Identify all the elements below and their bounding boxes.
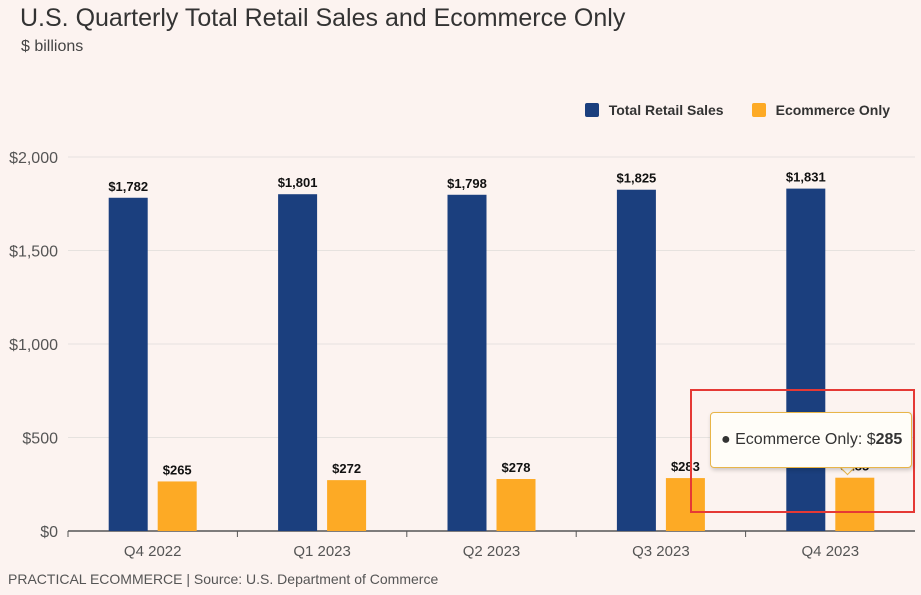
chart-footer: PRACTICAL ECOMMERCE | Source: U.S. Depar… bbox=[8, 571, 439, 587]
bar-total-retail bbox=[786, 188, 826, 531]
chart-title: U.S. Quarterly Total Retail Sales and Ec… bbox=[20, 4, 626, 32]
tooltip: ● Ecommerce Only: $285 bbox=[710, 412, 912, 468]
chart-legend: Total Retail Sales Ecommerce Only bbox=[557, 102, 890, 118]
x-tick-label: Q4 2022 bbox=[124, 543, 182, 560]
bar-ecommerce bbox=[835, 477, 875, 531]
y-tick-label: $1,000 bbox=[9, 337, 58, 354]
data-label-ecommerce: $283 bbox=[671, 459, 700, 474]
legend-label-ecommerce: Ecommerce Only bbox=[775, 102, 890, 118]
y-tick-label: $500 bbox=[22, 431, 58, 448]
chart-subtitle: $ billions bbox=[21, 38, 84, 55]
legend-swatch-ecommerce bbox=[751, 103, 766, 117]
data-label-total-retail: $1,831 bbox=[786, 170, 826, 185]
data-label-total-retail: $1,782 bbox=[108, 179, 148, 194]
tooltip-bullet: ● bbox=[721, 431, 731, 448]
bar-ecommerce bbox=[327, 480, 367, 531]
data-label-total-retail: $1,825 bbox=[617, 171, 657, 186]
data-label-ecommerce: $278 bbox=[502, 460, 531, 475]
bar-total-retail bbox=[447, 194, 487, 532]
bar-total-retail bbox=[108, 197, 148, 532]
data-label-ecommerce: $265 bbox=[163, 462, 192, 477]
tooltip-value: 285 bbox=[875, 431, 903, 448]
legend-item-ecommerce[interactable]: Ecommerce Only bbox=[751, 102, 890, 118]
y-tick-label: $2,000 bbox=[9, 150, 58, 167]
x-tick-label: Q2 2023 bbox=[463, 543, 521, 560]
bar-total-retail bbox=[616, 189, 656, 531]
legend-item-total-retail[interactable]: Total Retail Sales bbox=[584, 102, 724, 118]
legend-label-total-retail: Total Retail Sales bbox=[608, 102, 724, 118]
x-tick-label: Q3 2023 bbox=[632, 543, 690, 560]
y-tick-label: $0 bbox=[40, 524, 58, 541]
data-label-ecommerce: $272 bbox=[332, 461, 361, 476]
bar-ecommerce bbox=[157, 481, 197, 531]
legend-swatch-total-retail bbox=[584, 103, 599, 117]
tooltip-series-label: Ecommerce Only: $ bbox=[735, 431, 876, 448]
bar-total-retail bbox=[278, 194, 318, 531]
bar-ecommerce bbox=[496, 479, 536, 531]
y-tick-label: $1,500 bbox=[9, 244, 58, 261]
x-tick-label: Q4 2023 bbox=[802, 543, 860, 560]
data-label-total-retail: $1,798 bbox=[447, 176, 487, 191]
bar-ecommerce bbox=[665, 478, 705, 531]
highlight-annotation-box bbox=[690, 389, 915, 513]
x-tick-label: Q1 2023 bbox=[293, 543, 351, 560]
data-label-total-retail: $1,801 bbox=[278, 175, 318, 190]
